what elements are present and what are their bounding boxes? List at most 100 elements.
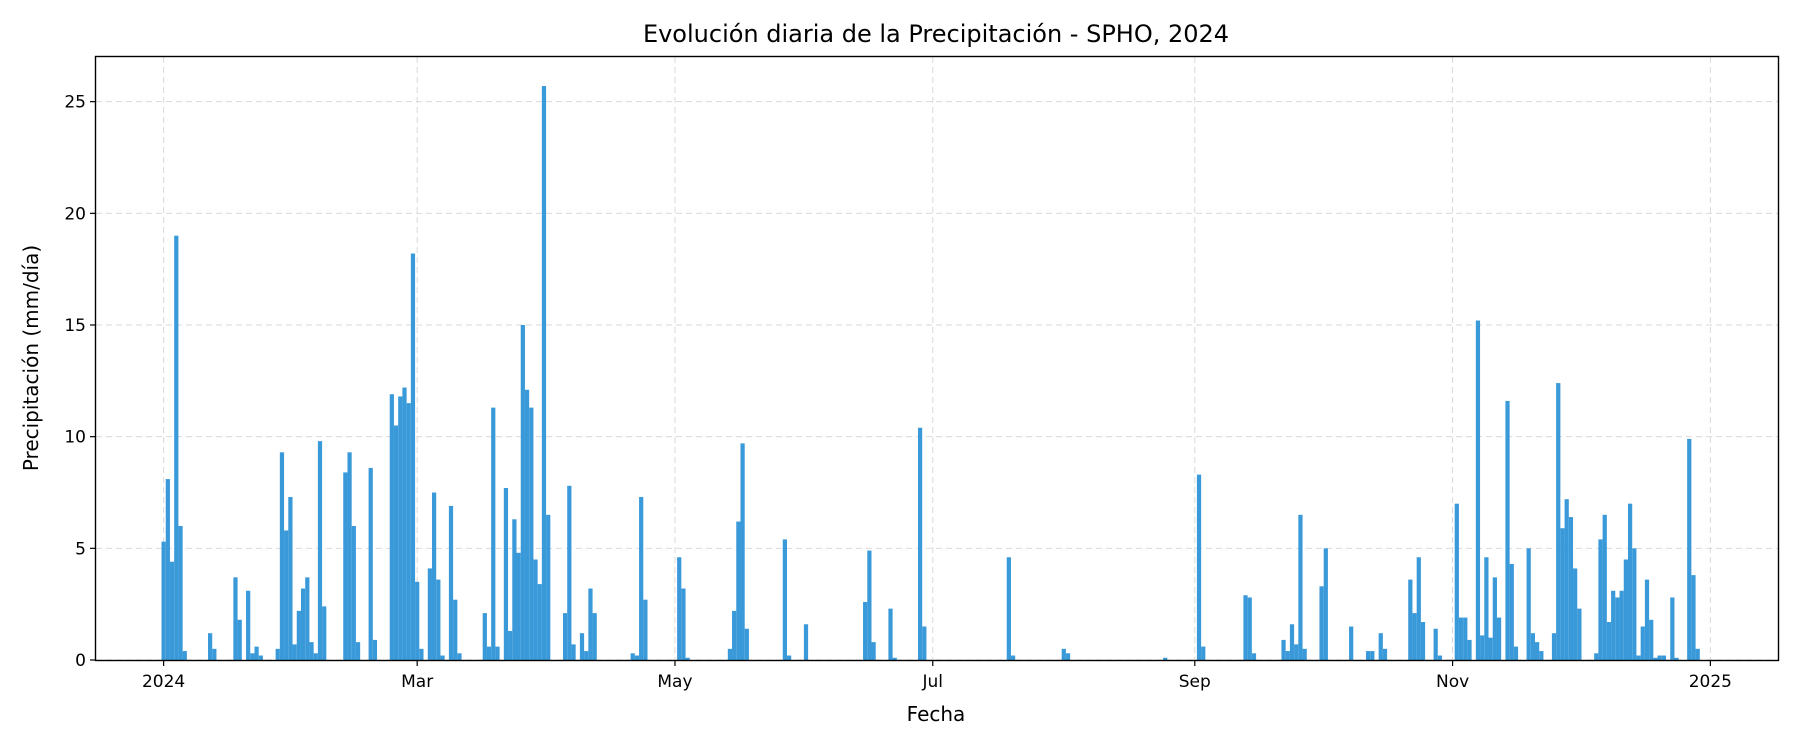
precipitation-bar [562,613,568,660]
precipitation-bar [782,539,787,660]
precipitation-bar [786,655,792,660]
precipitation-bar [579,633,585,660]
precipitation-bar [643,599,648,660]
precipitation-bar [1526,548,1531,660]
precipitation-bar [165,479,170,660]
precipitation-bar [322,606,327,660]
precipitation-bar [1196,474,1202,660]
precipitation-bar [258,655,263,660]
y-tick-label: 25 [64,93,86,113]
precipitation-bar [300,588,306,660]
precipitation-bar [1623,559,1628,660]
precipitation-bar [1560,528,1565,660]
precipitation-bar [246,590,251,660]
precipitation-bar [512,519,517,660]
precipitation-bar [292,644,297,660]
precipitation-bar [1602,514,1607,660]
precipitation-bar [867,550,872,660]
precipitation-bar [495,646,500,660]
y-tick-label: 5 [75,539,86,559]
precipitation-bar [533,559,538,660]
precipitation-bar [546,514,551,660]
precipitation-bar [212,648,217,660]
precipitation-bar [1437,655,1443,660]
precipitation-bar [296,610,301,660]
precipitation-bar [419,648,424,660]
precipitation-bar [744,628,749,660]
precipitation-bar [1564,499,1569,660]
precipitation-bar [1480,635,1485,660]
precipitation-bar [1619,590,1624,660]
precipitation-bar [888,608,893,660]
x-tick-label: 2024 [142,672,185,692]
x-tick-label: 2025 [1689,672,1732,692]
precipitation-bar [284,530,289,660]
y-tick-label: 20 [64,204,86,224]
precipitation-bar [1649,619,1654,660]
precipitation-bar [1412,613,1417,660]
precipitation-bar [161,541,166,660]
precipitation-bar [182,651,187,660]
precipitation-bar [1378,633,1383,660]
precipitation-bar [524,389,530,660]
precipitation-bar [406,403,411,660]
precipitation-bar [541,86,547,660]
precipitation-bar [592,613,597,660]
precipitation-bar [1530,633,1535,660]
precipitation-bar [503,488,509,660]
precipitation-bar [584,651,589,660]
precipitation-bar [486,646,492,660]
precipitation-bar [237,619,242,660]
precipitation-bar [1201,646,1206,660]
precipitation-bar [1349,626,1354,660]
precipitation-bar [1632,548,1637,660]
precipitation-bar [529,407,534,660]
precipitation-bar [1653,657,1658,660]
precipitation-bar [803,624,809,660]
precipitation-bar [178,526,183,660]
precipitation-bar [1247,597,1252,660]
precipitation-bar [305,577,310,660]
precipitation-bar [567,485,572,660]
precipitation-bar [685,657,690,660]
precipitation-bar [1006,557,1011,660]
precipitation-bar [1492,577,1497,660]
y-tick-label: 0 [75,651,86,671]
precipitation-bar [288,496,293,660]
precipitation-bar [681,588,686,660]
precipitation-bar [1615,597,1620,660]
y-tick-label: 10 [64,428,86,448]
precipitation-bar [727,648,733,660]
precipitation-bar [1674,657,1679,660]
x-axis-title: Fecha [907,702,966,726]
precipitation-bar [1294,644,1299,660]
chart-title: Evolución diaria de la Precipitación - S… [643,20,1229,48]
precipitation-bar [1484,557,1489,660]
precipitation-bar [491,407,496,660]
precipitation-bar [174,235,179,661]
precipitation-bar [1061,648,1066,660]
precipitation-bar [922,626,927,660]
bars [161,86,1700,661]
precipitation-bar [1657,655,1662,660]
precipitation-bar [1513,646,1519,660]
precipitation-bar [1551,633,1557,660]
precipitation-bar [677,557,682,660]
precipitation-bar [1496,617,1502,660]
precipitation-bar [1323,548,1328,660]
precipitation-bar [1573,568,1578,660]
precipitation-bar [736,521,741,660]
precipitation-bar [1577,608,1582,660]
precipitation-bar [1319,586,1324,660]
precipitation-bar [1458,617,1464,660]
precipitation-bar [343,472,348,660]
precipitation-bar [537,584,542,660]
precipitation-bar [1606,622,1612,660]
precipitation-bar [630,653,635,660]
precipitation-bar [1661,655,1667,660]
precipitation-bar [1408,579,1413,660]
precipitation-bar [1433,628,1438,660]
precipitation-bar [1365,651,1371,660]
precipitation-bar [1636,655,1641,660]
precipitation-bar [1594,653,1599,660]
